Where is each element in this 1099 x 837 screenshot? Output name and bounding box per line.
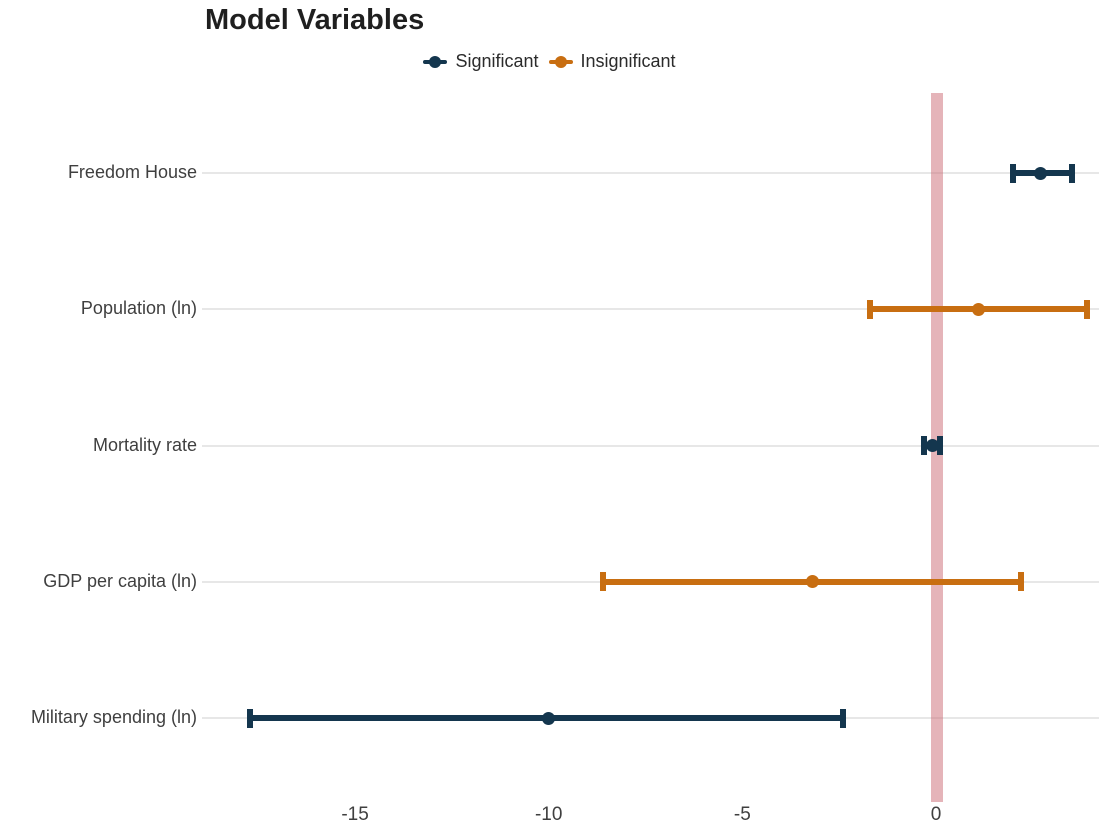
- legend-label: Significant: [455, 51, 539, 71]
- y-axis-label: Military spending (ln): [30, 707, 197, 727]
- point-estimate: [542, 711, 556, 725]
- legend-pointrange-icon: [548, 52, 573, 72]
- gridline: [202, 444, 1099, 447]
- legend-label: Insignificant: [580, 51, 676, 71]
- legend-item-insignificant: Insignificant: [548, 51, 676, 72]
- gridline: [202, 308, 1099, 311]
- chart-title: Model Variables: [205, 4, 425, 36]
- point-estimate: [925, 439, 939, 452]
- legend: Significant Insignificant: [0, 51, 1099, 72]
- legend-pointrange-icon: [423, 52, 448, 72]
- legend-item-significant: Significant: [423, 51, 539, 72]
- point-estimate: [805, 575, 819, 589]
- x-axis-tick-label: 0: [930, 804, 942, 825]
- x-axis-tick-label: -15: [341, 804, 369, 825]
- y-axis-label: Mortality rate: [92, 434, 197, 455]
- point-estimate: [972, 302, 986, 316]
- y-axis-label: Population (ln): [80, 298, 197, 319]
- x-axis-tick-label: -5: [733, 804, 751, 825]
- x-axis-tick-label: -10: [534, 804, 563, 825]
- point-estimate: [1034, 166, 1048, 180]
- y-axis-label: Freedom House: [67, 162, 197, 182]
- y-axis-label: GDP per capita (ln): [43, 570, 197, 591]
- gridline: [202, 172, 1099, 174]
